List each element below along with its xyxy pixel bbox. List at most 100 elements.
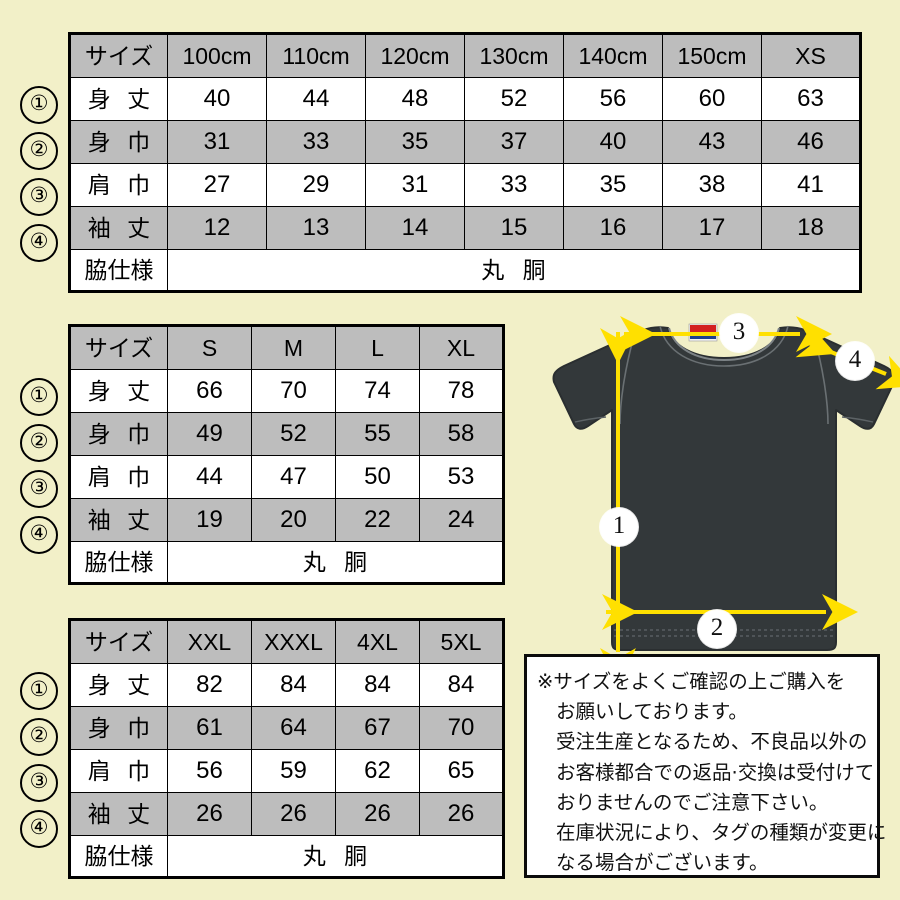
cell: 33 — [464, 163, 564, 207]
cell: 20 — [251, 498, 336, 542]
tshirt-measurement-diagram: 1 2 3 4 — [548, 312, 900, 660]
header-140cm: 140cm — [563, 33, 663, 78]
cell: 33 — [266, 120, 366, 164]
table-header-row: サイズ S M L XL — [69, 325, 504, 370]
marker-4-table-3: ④ — [20, 810, 58, 848]
row-label-body-width: 身 巾 — [69, 706, 168, 750]
side-spec-value: 丸 胴 — [167, 835, 504, 878]
header-100cm: 100cm — [167, 33, 267, 78]
marker-4-table-1: ④ — [20, 224, 58, 262]
table-row: 肩 巾 27 29 31 33 35 38 41 — [69, 163, 861, 207]
cell: 35 — [563, 163, 663, 207]
cell: 27 — [167, 163, 267, 207]
callout-2: 2 — [698, 610, 736, 648]
side-spec-value: 丸 胴 — [167, 541, 504, 584]
cell: 55 — [335, 412, 420, 456]
cell: 18 — [761, 206, 861, 250]
table-header-row: サイズ XXL XXXL 4XL 5XL — [69, 619, 504, 664]
header-m: M — [251, 325, 336, 370]
cell: 70 — [251, 369, 336, 413]
cell: 60 — [662, 77, 762, 121]
cell: 38 — [662, 163, 762, 207]
cell: 84 — [251, 663, 336, 707]
table-footer-row: 脇仕様 丸 胴 — [69, 835, 504, 878]
cell: 78 — [419, 369, 504, 413]
row-label-sleeve-length: 袖 丈 — [69, 498, 168, 542]
header-l: L — [335, 325, 420, 370]
table-row: 身 丈 40 44 48 52 56 60 63 — [69, 77, 861, 121]
header-xxxl: XXXL — [251, 619, 336, 664]
cell: 29 — [266, 163, 366, 207]
header-4xl: 4XL — [335, 619, 420, 664]
cell: 14 — [365, 206, 465, 250]
row-label-side-spec: 脇仕様 — [69, 835, 168, 878]
cell: 74 — [335, 369, 420, 413]
header-150cm: 150cm — [662, 33, 762, 78]
header-size: サイズ — [69, 619, 168, 664]
table-row: 身 丈 66 70 74 78 — [69, 369, 504, 413]
cell: 63 — [761, 77, 861, 121]
table-row: 袖 丈 12 13 14 15 16 17 18 — [69, 206, 861, 250]
cell: 26 — [335, 792, 420, 836]
notice-line-2: お願いしております。 — [556, 700, 748, 724]
cell: 59 — [251, 749, 336, 793]
header-120cm: 120cm — [365, 33, 465, 78]
cell: 12 — [167, 206, 267, 250]
cell: 41 — [761, 163, 861, 207]
cell: 24 — [419, 498, 504, 542]
cell: 70 — [419, 706, 504, 750]
table-row: 肩 巾 56 59 62 65 — [69, 749, 504, 793]
cell: 17 — [662, 206, 762, 250]
header-130cm: 130cm — [464, 33, 564, 78]
header-110cm: 110cm — [266, 33, 366, 78]
callout-3: 3 — [720, 314, 758, 352]
table-row: 身 巾 49 52 55 58 — [69, 412, 504, 456]
cell: 16 — [563, 206, 663, 250]
cell: 84 — [419, 663, 504, 707]
cell: 52 — [464, 77, 564, 121]
cell: 65 — [419, 749, 504, 793]
row-label-body-width: 身 巾 — [69, 120, 168, 164]
marker-column-table-2: ① ② ③ ④ — [20, 324, 76, 584]
marker-column-table-1: ① ② ③ ④ — [20, 32, 76, 292]
cell: 22 — [335, 498, 420, 542]
notice-line-7: なる場合がございます。 — [556, 851, 769, 875]
marker-column-table-3: ① ② ③ ④ — [20, 618, 76, 878]
cell: 49 — [167, 412, 252, 456]
cell: 15 — [464, 206, 564, 250]
cell: 58 — [419, 412, 504, 456]
table-row: 身 巾 31 33 35 37 40 43 46 — [69, 120, 861, 164]
cell: 40 — [167, 77, 267, 121]
cell: 53 — [419, 455, 504, 499]
marker-3-table-3: ③ — [20, 764, 58, 802]
marker-1-table-2: ① — [20, 378, 58, 416]
row-label-body-width: 身 巾 — [69, 412, 168, 456]
cell: 26 — [251, 792, 336, 836]
header-5xl: 5XL — [419, 619, 504, 664]
cell: 35 — [365, 120, 465, 164]
cell: 56 — [167, 749, 252, 793]
cell: 82 — [167, 663, 252, 707]
cell: 44 — [266, 77, 366, 121]
callout-4: 4 — [836, 342, 874, 380]
header-size: サイズ — [69, 325, 168, 370]
marker-2-table-2: ② — [20, 424, 58, 462]
cell: 19 — [167, 498, 252, 542]
header-size: サイズ — [69, 33, 168, 78]
row-label-body-length: 身 丈 — [69, 369, 168, 413]
marker-2-table-1: ② — [20, 132, 58, 170]
row-label-shoulder-width: 肩 巾 — [69, 455, 168, 499]
table-row: 袖 丈 19 20 22 24 — [69, 498, 504, 542]
header-xl: XL — [419, 325, 504, 370]
header-s: S — [167, 325, 252, 370]
cell: 48 — [365, 77, 465, 121]
table-footer-row: 脇仕様 丸 胴 — [69, 541, 504, 584]
cell: 62 — [335, 749, 420, 793]
table-row: 身 巾 61 64 67 70 — [69, 706, 504, 750]
table-row: 身 丈 82 84 84 84 — [69, 663, 504, 707]
cell: 40 — [563, 120, 663, 164]
row-label-sleeve-length: 袖 丈 — [69, 206, 168, 250]
row-label-side-spec: 脇仕様 — [69, 249, 168, 292]
marker-1-table-1: ① — [20, 86, 58, 124]
